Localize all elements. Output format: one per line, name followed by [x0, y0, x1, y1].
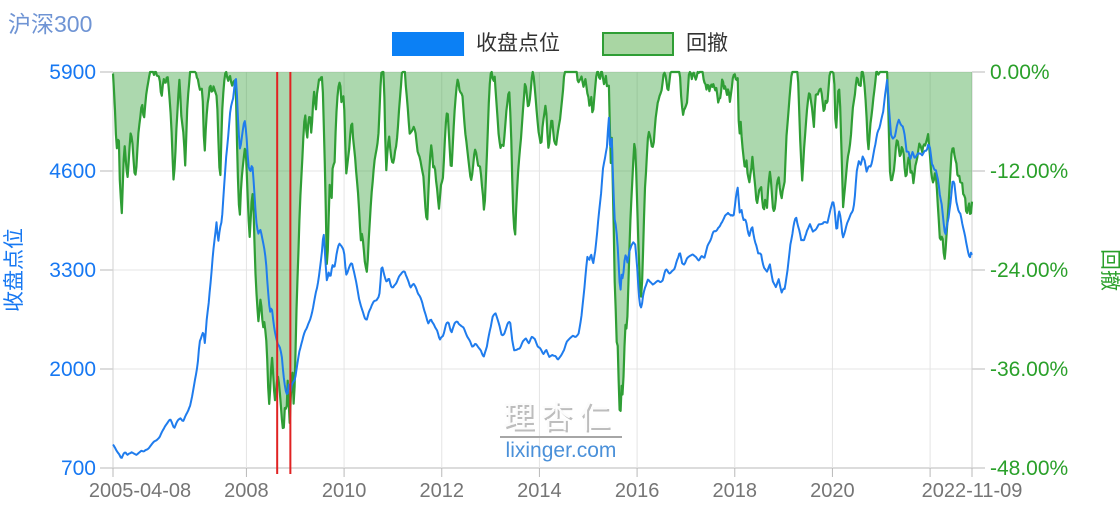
x-axis-tick-label: 2022-11-09 — [922, 480, 1023, 502]
x-axis-tick-label: 2020 — [810, 480, 855, 502]
x-axis-tick-label: 2014 — [517, 480, 562, 502]
close-series-swatch — [392, 32, 464, 56]
right-axis-tick-label: -24.00% — [990, 259, 1068, 282]
left-axis-tick-label: 2000 — [49, 358, 96, 381]
left-axis-title: 收盘点位 — [3, 228, 26, 312]
right-axis-tick-label: -48.00% — [990, 457, 1068, 480]
drawdown-area — [113, 72, 972, 428]
right-axis-tick-label: -36.00% — [990, 358, 1068, 381]
x-axis-tick-label: 2008 — [224, 480, 269, 502]
legend-label-drawdown: 回撤 — [686, 32, 728, 55]
event-marker-lines — [276, 72, 292, 474]
watermark-url: lixinger.com — [506, 439, 617, 462]
series-layer — [111, 70, 974, 459]
gridlines — [100, 71, 985, 477]
legend: 收盘点位 回撤 — [0, 32, 1120, 56]
x-axis-tick-label: 2016 — [615, 480, 660, 502]
x-axis-tick-label: 2018 — [713, 480, 758, 502]
left-axis-tick-label: 4600 — [49, 160, 96, 183]
axis-labels: 5900 0.00% 4600 -12.00% 3300 -24.00% 2000 -36.0… — [3, 61, 1120, 502]
left-axis-tick-label: 5900 — [49, 61, 96, 84]
watermark-cn: 理杏仁 — [503, 400, 617, 435]
x-axis-tick-label: 2005-04-08 — [89, 480, 191, 502]
right-axis-tick-label: 0.00% — [990, 61, 1050, 84]
x-axis-tick-label: 2012 — [420, 480, 465, 502]
right-axis-tick-label: -12.00% — [990, 160, 1068, 183]
left-axis-tick-label: 3300 — [49, 259, 96, 282]
drawdown-line — [111, 70, 974, 430]
legend-label-close: 收盘点位 — [476, 32, 560, 55]
right-axis-title: 回撤 — [1098, 249, 1120, 291]
page-title: 沪深300 — [8, 11, 93, 37]
watermark-cn-shadow: 理杏仁 — [505, 402, 619, 437]
close-price-line — [112, 78, 973, 459]
x-axis-tick-label: 2010 — [322, 480, 367, 502]
drawdown-series-swatch — [602, 32, 674, 56]
legend-item-drawdown[interactable]: 回撤 — [602, 32, 728, 56]
legend-item-close[interactable]: 收盘点位 — [392, 32, 560, 56]
watermark: 理杏仁 理杏仁 lixinger.com — [500, 400, 622, 462]
left-axis-tick-label: 700 — [61, 457, 96, 480]
